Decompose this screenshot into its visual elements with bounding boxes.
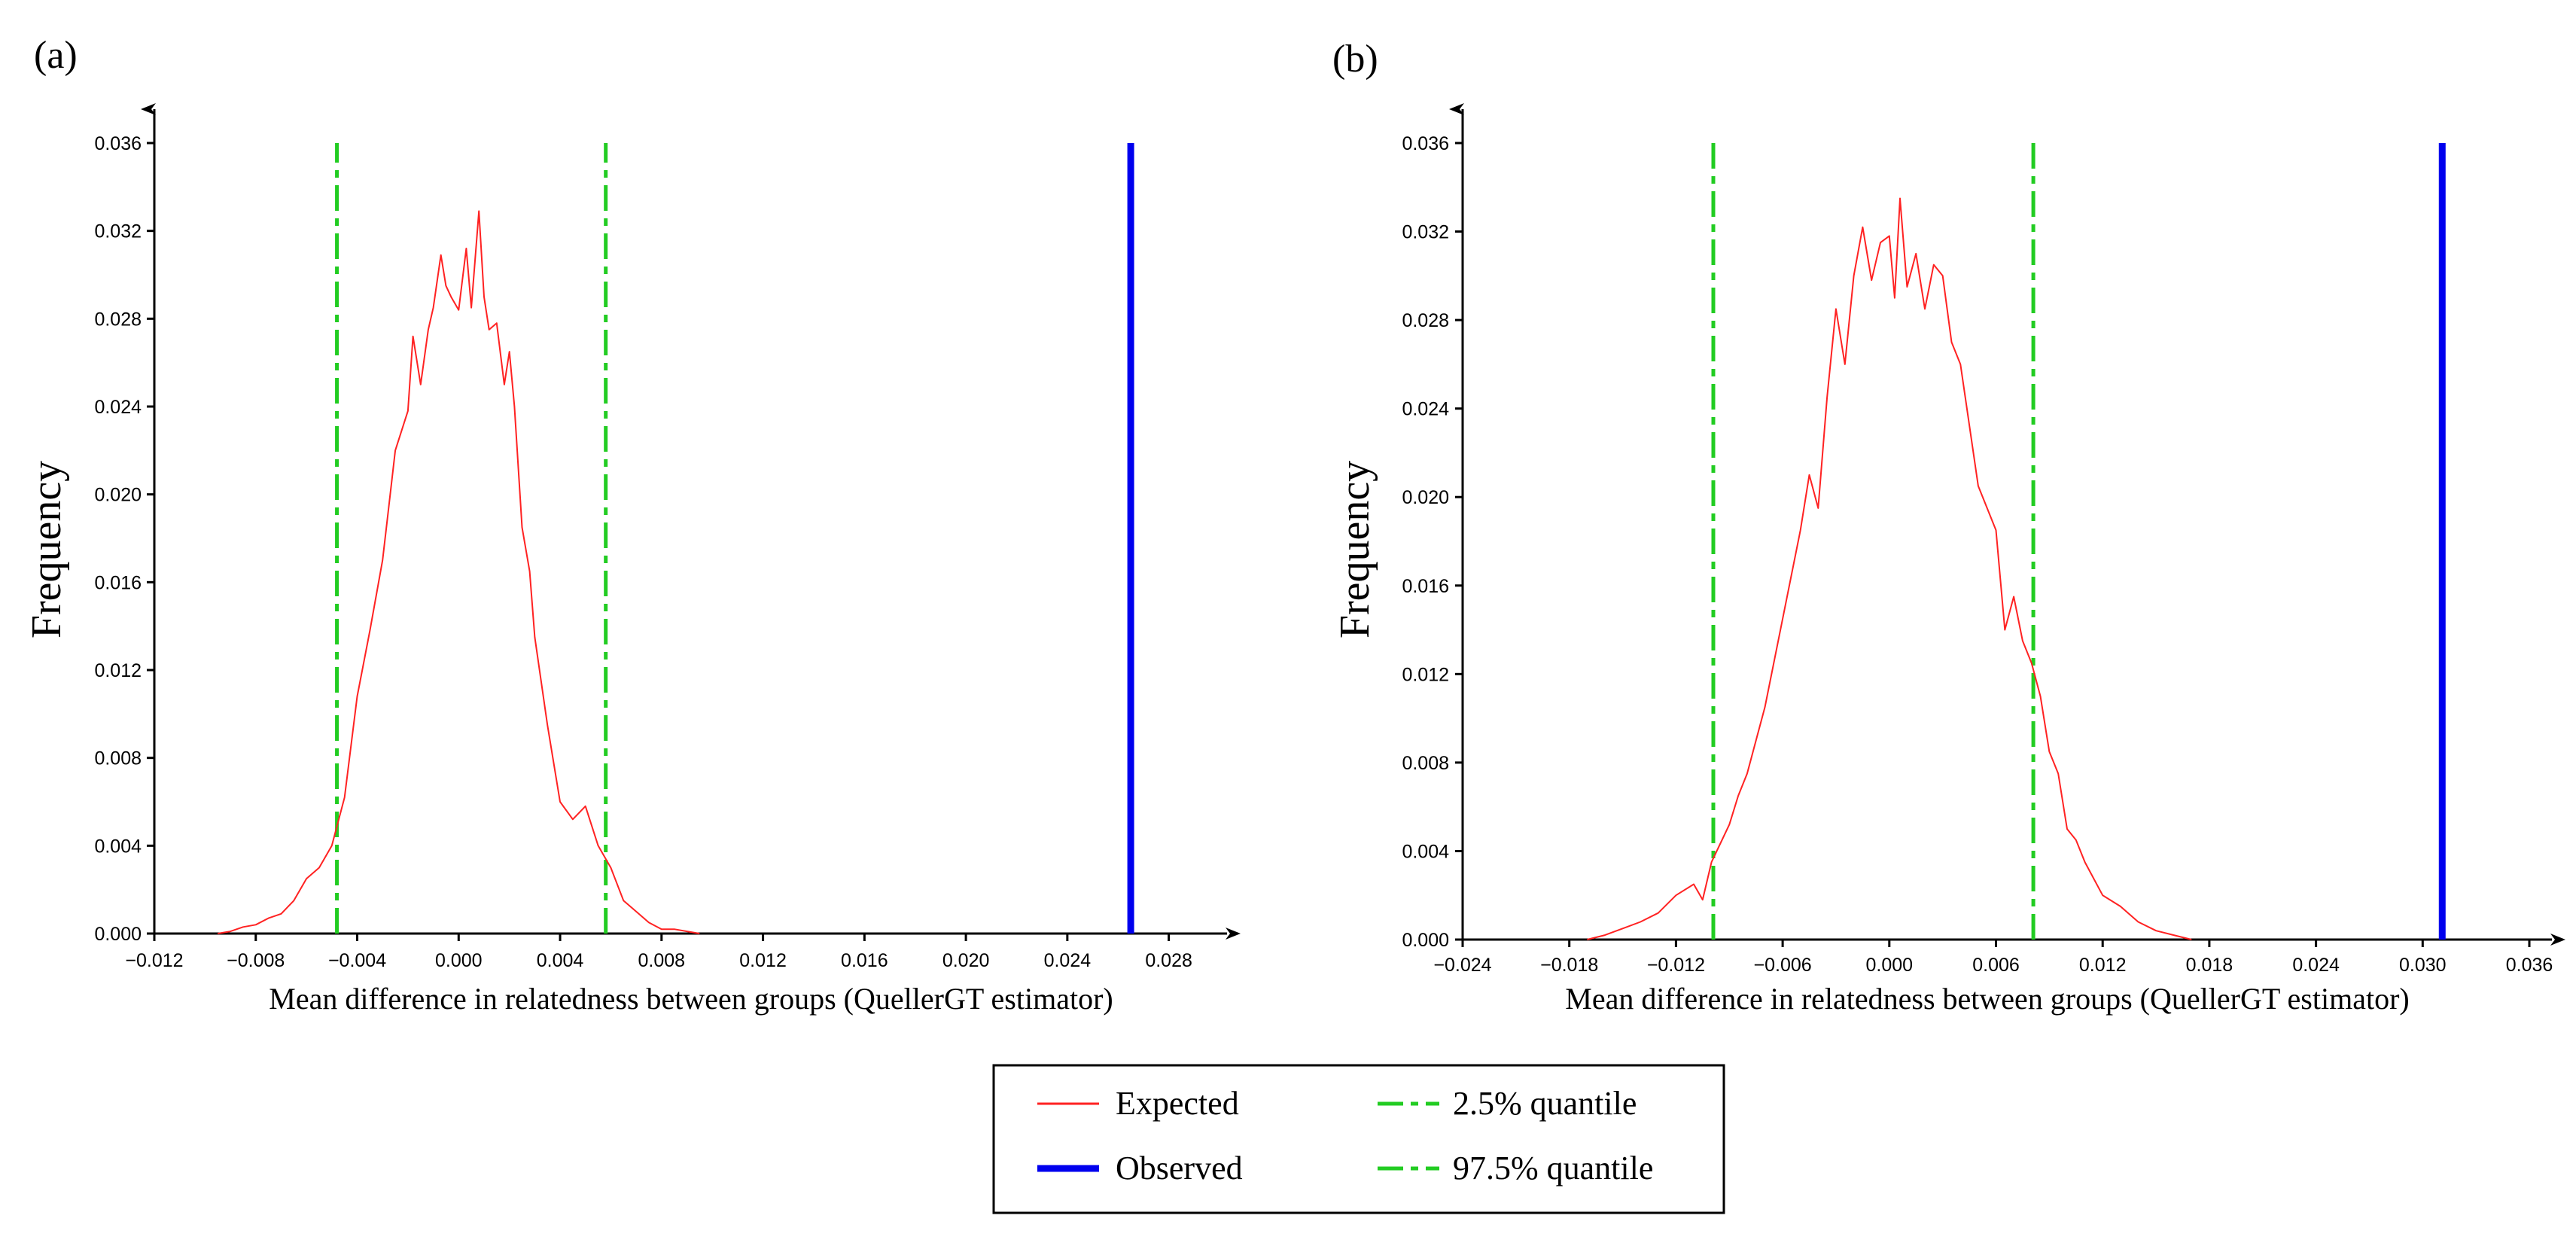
x-tick-label: 0.012 [739,950,787,971]
y-tick-label: 0.016 [94,572,142,593]
x-tick-label: 0.000 [1866,955,1914,976]
panel-label: (b) [1332,38,1378,81]
y-tick-label: 0.000 [1402,930,1449,951]
x-tick-label: −0.012 [125,950,183,971]
y-tick-label: 0.016 [1402,576,1449,597]
y-axis-label: Frequency [23,461,70,638]
expected-series-line [1587,197,2192,940]
y-tick-label: 0.008 [1402,753,1449,774]
y-tick-label: 0.000 [94,924,142,945]
y-tick-label: 0.004 [1402,841,1449,862]
y-tick-label: 0.020 [94,485,142,506]
x-tick-label: 0.012 [2079,955,2127,976]
y-tick-label: 0.020 [1402,487,1449,508]
x-tick-label: −0.018 [1540,955,1598,976]
panel-label: (a) [34,34,78,77]
y-tick-label: 0.012 [94,660,142,681]
x-tick-label: 0.030 [2399,955,2447,976]
y-tick-label: 0.024 [1402,399,1449,420]
x-tick-label: −0.008 [227,950,285,971]
y-tick-label: 0.032 [94,221,142,242]
y-tick-label: 0.028 [1402,310,1449,331]
x-tick-label: 0.006 [1972,955,2020,976]
y-tick-label: 0.036 [1402,133,1449,154]
x-tick-label: −0.006 [1754,955,1812,976]
x-tick-label: −0.004 [328,950,386,971]
x-tick-label: 0.004 [537,950,584,971]
y-axis-label: Frequency [1332,461,1378,638]
y-tick-label: 0.008 [94,748,142,769]
x-tick-label: −0.024 [1433,955,1491,976]
y-tick-label: 0.028 [94,309,142,330]
x-tick-label: 0.024 [1044,950,1092,971]
panel-b: (b) Frequency Mean difference in related… [1332,38,2565,1016]
x-axis-label: Mean difference in relatedness between g… [1565,982,2409,1016]
x-tick-label: 0.008 [638,950,686,971]
legend-label-quantile-low: 2.5% quantile [1453,1085,1637,1122]
y-tick-label: 0.032 [1402,222,1449,243]
x-tick-label: 0.016 [841,950,888,971]
x-tick-label: −0.012 [1647,955,1705,976]
x-tick-label: 0.018 [2186,955,2233,976]
y-tick-label: 0.024 [94,397,142,418]
plot-area: 0.000 0.004 0.008 0.012 0.016 0.020 0.024 0.028… [94,103,1241,971]
x-tick-label: 0.036 [2506,955,2553,976]
y-tick-label: 0.004 [94,836,142,857]
x-tick-label: 0.024 [2292,955,2340,976]
x-tick-label: 0.028 [1145,950,1192,971]
legend-label-observed: Observed [1116,1150,1243,1187]
expected-series-line [218,210,700,934]
plot-area: 0.000 0.004 0.008 0.012 0.016 0.020 0.024 0.028… [1402,103,2565,976]
x-axis-label: Mean difference in relatedness between g… [269,982,1113,1016]
legend-box [992,1064,1725,1214]
x-tick-label: 0.020 [942,950,990,971]
y-tick-label: 0.012 [1402,664,1449,685]
y-tick-label: 0.036 [94,133,142,154]
legend-label-quantile-high: 97.5% quantile [1453,1150,1653,1187]
x-tick-label: 0.000 [435,950,483,971]
panel-a: (a) Frequency Mean difference in related… [23,34,1241,1016]
legend-label-expected: Expected [1116,1085,1239,1122]
legend: Expected 2.5% quantile Observed 97.5% qu… [992,1064,1725,1214]
